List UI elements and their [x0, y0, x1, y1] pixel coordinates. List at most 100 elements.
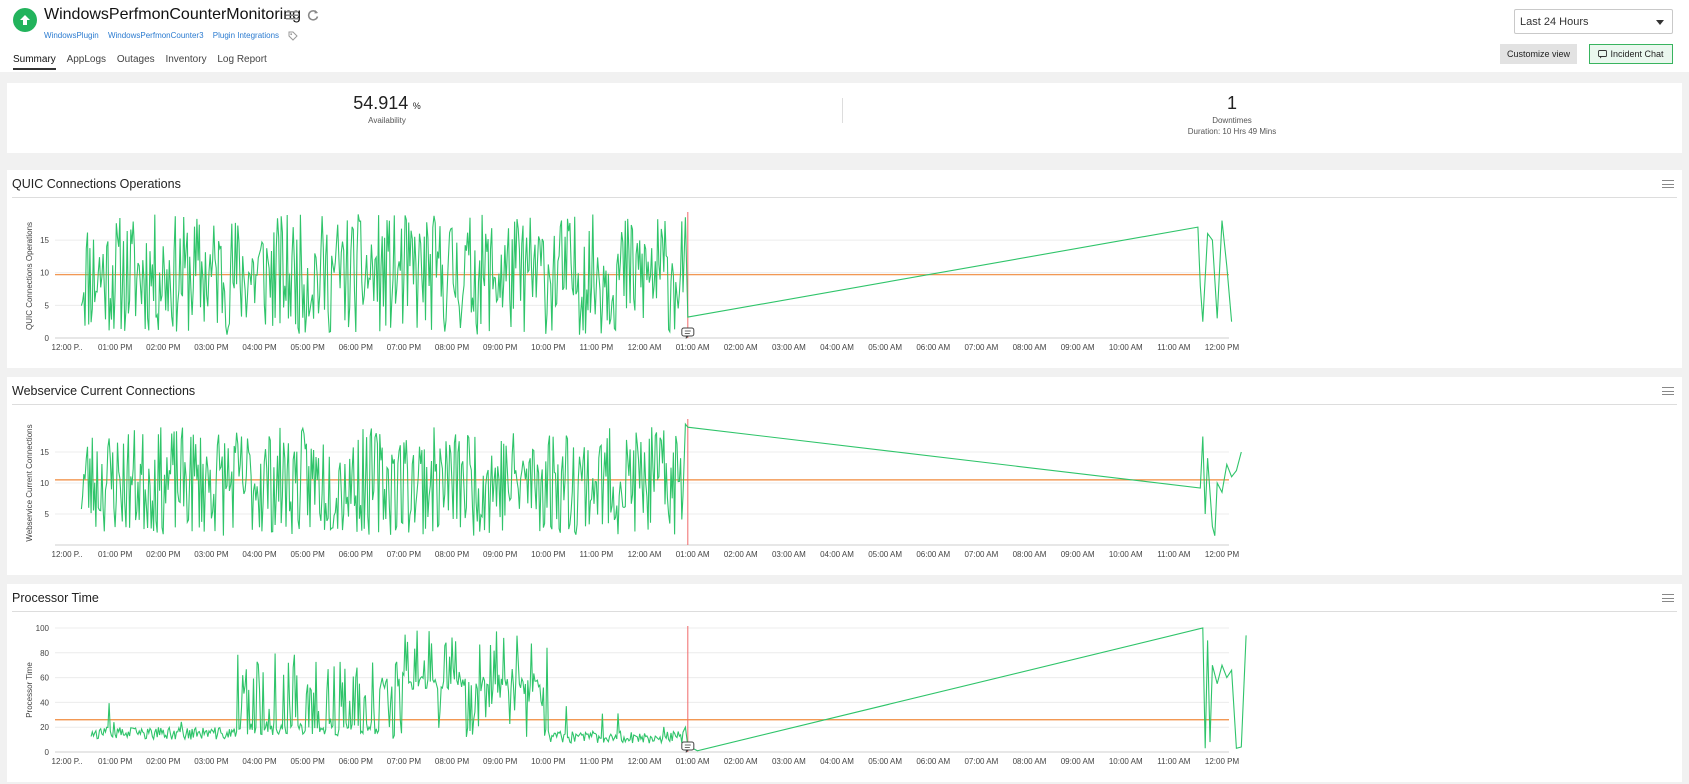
monitor-title: WindowsPerfmonCounterMonitoring	[44, 6, 301, 23]
x-tick-label: 08:00 AM	[1013, 343, 1047, 352]
availability-value: 54.914	[353, 93, 409, 113]
y-tick-label: 40	[40, 698, 49, 707]
chevron-down-icon	[1656, 20, 1664, 25]
x-tick-label: 08:00 PM	[435, 343, 470, 352]
comment-icon-body	[681, 741, 695, 751]
tag-icon[interactable]	[288, 31, 298, 41]
x-tick-label: 09:00 PM	[483, 757, 518, 766]
menu-icon[interactable]	[285, 8, 299, 22]
x-tick-label: 12:00 AM	[628, 550, 662, 559]
x-tick-label: 12:00 P..	[52, 343, 83, 352]
x-tick-label: 07:00 PM	[387, 757, 422, 766]
quic-connections-chart: 0 5 10 15 QUIC Connections Operations 12:00 P…	[25, 212, 1239, 352]
breadcrumb-perfmon-counter[interactable]: WindowsPerfmonCounter3	[107, 31, 204, 41]
x-tick-label: 06:00 AM	[916, 757, 950, 766]
time-range-select[interactable]: Last 24 Hours	[1514, 9, 1673, 34]
x-tick-label: 02:00 PM	[146, 343, 181, 352]
x-tick-label: 05:00 AM	[868, 757, 902, 766]
x-tick-label: 05:00 PM	[291, 343, 326, 352]
x-tick-label: 10:00 PM	[531, 343, 566, 352]
panel-divider	[12, 611, 1677, 612]
y-tick-label: 5	[45, 510, 50, 519]
refresh-icon[interactable]	[306, 8, 320, 22]
x-tick-label: 06:00 AM	[916, 343, 950, 352]
panel-menu-icon[interactable]	[1662, 180, 1674, 190]
comment-icon[interactable]	[681, 741, 695, 753]
x-tick-label: 12:00 P..	[52, 757, 83, 766]
processor-time-chart: 0 20 40 60 80 100 Processor Time 12:00 P.. 01:00…	[25, 624, 1247, 766]
x-tick-label: 04:00 PM	[242, 550, 277, 559]
x-tick-label: 09:00 AM	[1061, 343, 1095, 352]
availability-unit: %	[412, 101, 421, 111]
x-tick-label: 01:00 PM	[98, 757, 133, 766]
x-tick-label: 01:00 PM	[98, 550, 133, 559]
y-tick-label: 80	[40, 649, 49, 658]
webservice-connections-panel: Webservice Current Connections 5 10 15 Webs…	[7, 377, 1682, 575]
x-tick-label: 05:00 AM	[868, 550, 902, 559]
tab-applogs[interactable]: AppLogs	[66, 54, 107, 65]
x-tick-label: 01:00 AM	[676, 550, 710, 559]
panel-menu-icon[interactable]	[1662, 387, 1674, 397]
downtimes-duration: Duration: 10 Hrs 49 Mins	[1187, 127, 1277, 136]
chat-icon	[1598, 50, 1608, 59]
breadcrumb: WindowsPlugin WindowsPerfmonCounter3 Plu…	[44, 31, 298, 41]
panel-menu-icon[interactable]	[1662, 594, 1674, 604]
x-tick-label: 10:00 AM	[1109, 757, 1143, 766]
series-line	[80, 422, 1242, 536]
tab-inventory[interactable]: Inventory	[165, 54, 207, 65]
x-tick-label: 06:00 AM	[916, 550, 950, 559]
customize-view-button[interactable]: Customize view	[1500, 44, 1577, 64]
x-tick-label: 08:00 AM	[1013, 757, 1047, 766]
x-tick-label: 12:00 AM	[628, 343, 662, 352]
comment-icon-tail	[685, 336, 689, 339]
x-tick-label: 09:00 AM	[1061, 757, 1095, 766]
page-header: WindowsPerfmonCounterMonitoring WindowsP…	[0, 0, 1689, 72]
summary-divider	[842, 98, 843, 123]
incident-chat-button[interactable]: Incident Chat	[1589, 44, 1673, 64]
breadcrumb-plugin-integrations[interactable]: Plugin Integrations	[212, 31, 280, 41]
panel-divider	[12, 404, 1677, 405]
x-tick-label: 12:00 P..	[52, 550, 83, 559]
breadcrumb-windows-plugin[interactable]: WindowsPlugin	[44, 31, 99, 41]
comment-icon-body	[681, 327, 695, 337]
x-tick-label: 11:00 PM	[580, 550, 614, 559]
y-tick-label: 60	[40, 674, 49, 683]
x-tick-label: 10:00 PM	[531, 757, 566, 766]
x-tick-label: 02:00 AM	[724, 757, 758, 766]
x-tick-label: 11:00 AM	[1157, 343, 1191, 352]
x-tick-label: 07:00 PM	[387, 343, 422, 352]
x-tick-label: 07:00 AM	[964, 757, 998, 766]
availability-block: 54.914 % Availability	[337, 93, 437, 125]
y-axis-label: Webservice Current Connections	[25, 424, 34, 541]
x-tick-label: 02:00 AM	[724, 550, 758, 559]
tab-outages[interactable]: Outages	[116, 54, 155, 65]
availability-label: Availability	[368, 116, 406, 125]
y-tick-label: 15	[40, 448, 49, 457]
tab-summary[interactable]: Summary	[13, 54, 56, 70]
panel-title: Processor Time	[12, 591, 99, 605]
series-line	[90, 627, 1247, 752]
x-tick-label: 09:00 PM	[483, 550, 518, 559]
downtimes-value: 1	[1226, 93, 1237, 113]
x-tick-label: 04:00 PM	[242, 757, 277, 766]
x-tick-label: 02:00 PM	[146, 550, 181, 559]
tab-bar: Summary AppLogs Outages Inventory Log Re…	[13, 54, 275, 70]
x-tick-label: 03:00 PM	[194, 550, 229, 559]
webservice-connections-chart: 5 10 15 Webservice Current Connections 12:00…	[25, 419, 1242, 559]
x-tick-label: 10:00 AM	[1109, 343, 1143, 352]
y-axis-label: QUIC Connections Operations	[25, 222, 34, 330]
tab-log-report[interactable]: Log Report	[217, 54, 267, 65]
downtimes-label: Downtimes	[1212, 116, 1252, 125]
panel-title: QUIC Connections Operations	[12, 177, 181, 191]
x-tick-label: 04:00 PM	[242, 343, 277, 352]
panel-title: Webservice Current Connections	[12, 384, 196, 398]
x-tick-label: 03:00 AM	[772, 550, 806, 559]
comment-icon[interactable]	[681, 327, 695, 339]
x-tick-label: 10:00 AM	[1109, 550, 1143, 559]
downtimes-block[interactable]: 1 Downtimes Duration: 10 Hrs 49 Mins	[1157, 93, 1307, 136]
x-tick-label: 04:00 AM	[820, 343, 854, 352]
time-range-value: Last 24 Hours	[1520, 16, 1589, 28]
y-tick-label: 5	[45, 301, 50, 310]
x-tick-label: 09:00 AM	[1061, 550, 1095, 559]
x-tick-label: 11:00 AM	[1157, 757, 1191, 766]
